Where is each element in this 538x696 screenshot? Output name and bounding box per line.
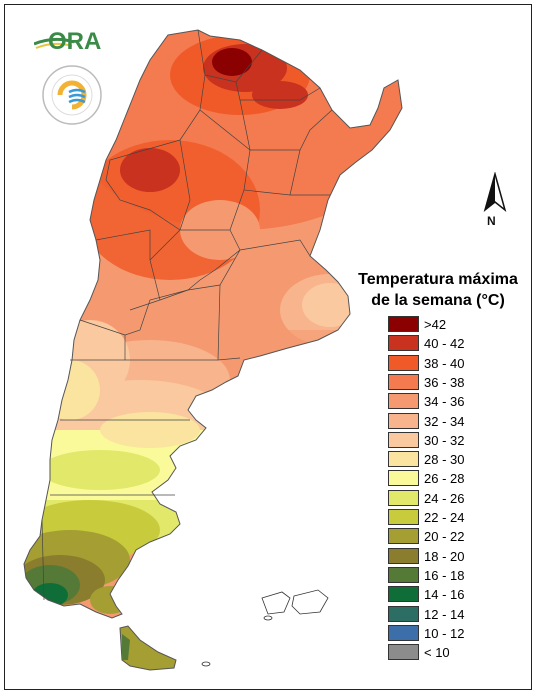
legend-label: 12 - 14	[424, 606, 465, 622]
legend-swatch	[388, 605, 419, 622]
legend-label: 34 - 36	[424, 394, 465, 410]
legend-label: 20 - 22	[424, 529, 465, 545]
legend-swatch	[388, 624, 419, 641]
legend-swatch	[388, 489, 419, 506]
legend-label: 28 - 30	[424, 452, 465, 468]
legend-swatch	[388, 316, 419, 332]
legend-label: 18 - 20	[424, 548, 465, 564]
legend-title-line2: de la semana (°C)	[371, 292, 505, 309]
legend-item: 32 - 34	[388, 412, 528, 430]
legend-item: 22 - 24	[388, 509, 528, 526]
legend-title: Temperatura máxima de la semana (°C)	[338, 269, 538, 311]
legend-item: >42	[388, 316, 528, 333]
legend-item: 18 - 20	[388, 547, 528, 565]
legend-swatch	[388, 373, 419, 390]
north-arrow-icon	[483, 172, 507, 213]
legend-swatch	[388, 586, 419, 603]
legend-item: 36 - 38	[388, 373, 528, 391]
legend-item: 28 - 30	[388, 451, 528, 468]
legend-swatch	[388, 528, 419, 545]
legend-item: 14 - 16	[388, 586, 528, 603]
legend-label: 30 - 32	[424, 432, 465, 448]
legend-item: 12 - 14	[388, 605, 528, 623]
legend-item: < 10	[388, 644, 528, 661]
legend-label: 40 - 42	[424, 336, 465, 352]
ora-logo-text: ORA	[48, 28, 102, 55]
legend-label: 22 - 24	[424, 510, 465, 525]
legend-label: 36 - 38	[424, 374, 465, 390]
legend-swatch	[388, 566, 419, 583]
legend-swatch	[388, 393, 419, 410]
legend-label: 38 - 40	[424, 355, 465, 371]
legend-item: 20 - 22	[388, 528, 528, 545]
legend-label: 10 - 12	[424, 625, 465, 641]
legend-item: 40 - 42	[388, 335, 528, 352]
legend-label: 16 - 18	[424, 567, 465, 583]
legend-swatch	[388, 644, 419, 661]
legend-swatch	[388, 470, 419, 487]
legend-swatch	[388, 431, 419, 448]
legend-swatch	[388, 509, 419, 525]
legend-label: < 10	[424, 645, 450, 661]
legend-swatch	[388, 335, 419, 352]
smn-seal-logo	[42, 65, 102, 125]
legend-swatch	[388, 547, 419, 564]
legend-swatch	[388, 354, 419, 371]
legend-item: 16 - 18	[388, 566, 528, 584]
map-frame	[4, 4, 532, 690]
legend-item: 26 - 28	[388, 470, 528, 487]
north-label: N	[487, 214, 496, 228]
ora-logo	[34, 37, 75, 49]
legend-item: 30 - 32	[388, 431, 528, 449]
legend-item: 24 - 26	[388, 489, 528, 507]
legend-title-line1: Temperatura máxima	[358, 271, 518, 288]
legend-item: 38 - 40	[388, 354, 528, 372]
legend-label: >42	[424, 317, 447, 332]
legend-label: 24 - 26	[424, 490, 465, 506]
legend-label: 32 - 34	[424, 413, 465, 429]
province-borders	[41, 29, 333, 601]
legend-swatch	[388, 451, 419, 468]
legend-item: 34 - 36	[388, 393, 528, 410]
legend-label: 14 - 16	[424, 587, 465, 603]
legend-swatch	[388, 412, 419, 429]
legend-label: 26 - 28	[424, 471, 465, 487]
legend-item: 10 - 12	[388, 624, 528, 642]
